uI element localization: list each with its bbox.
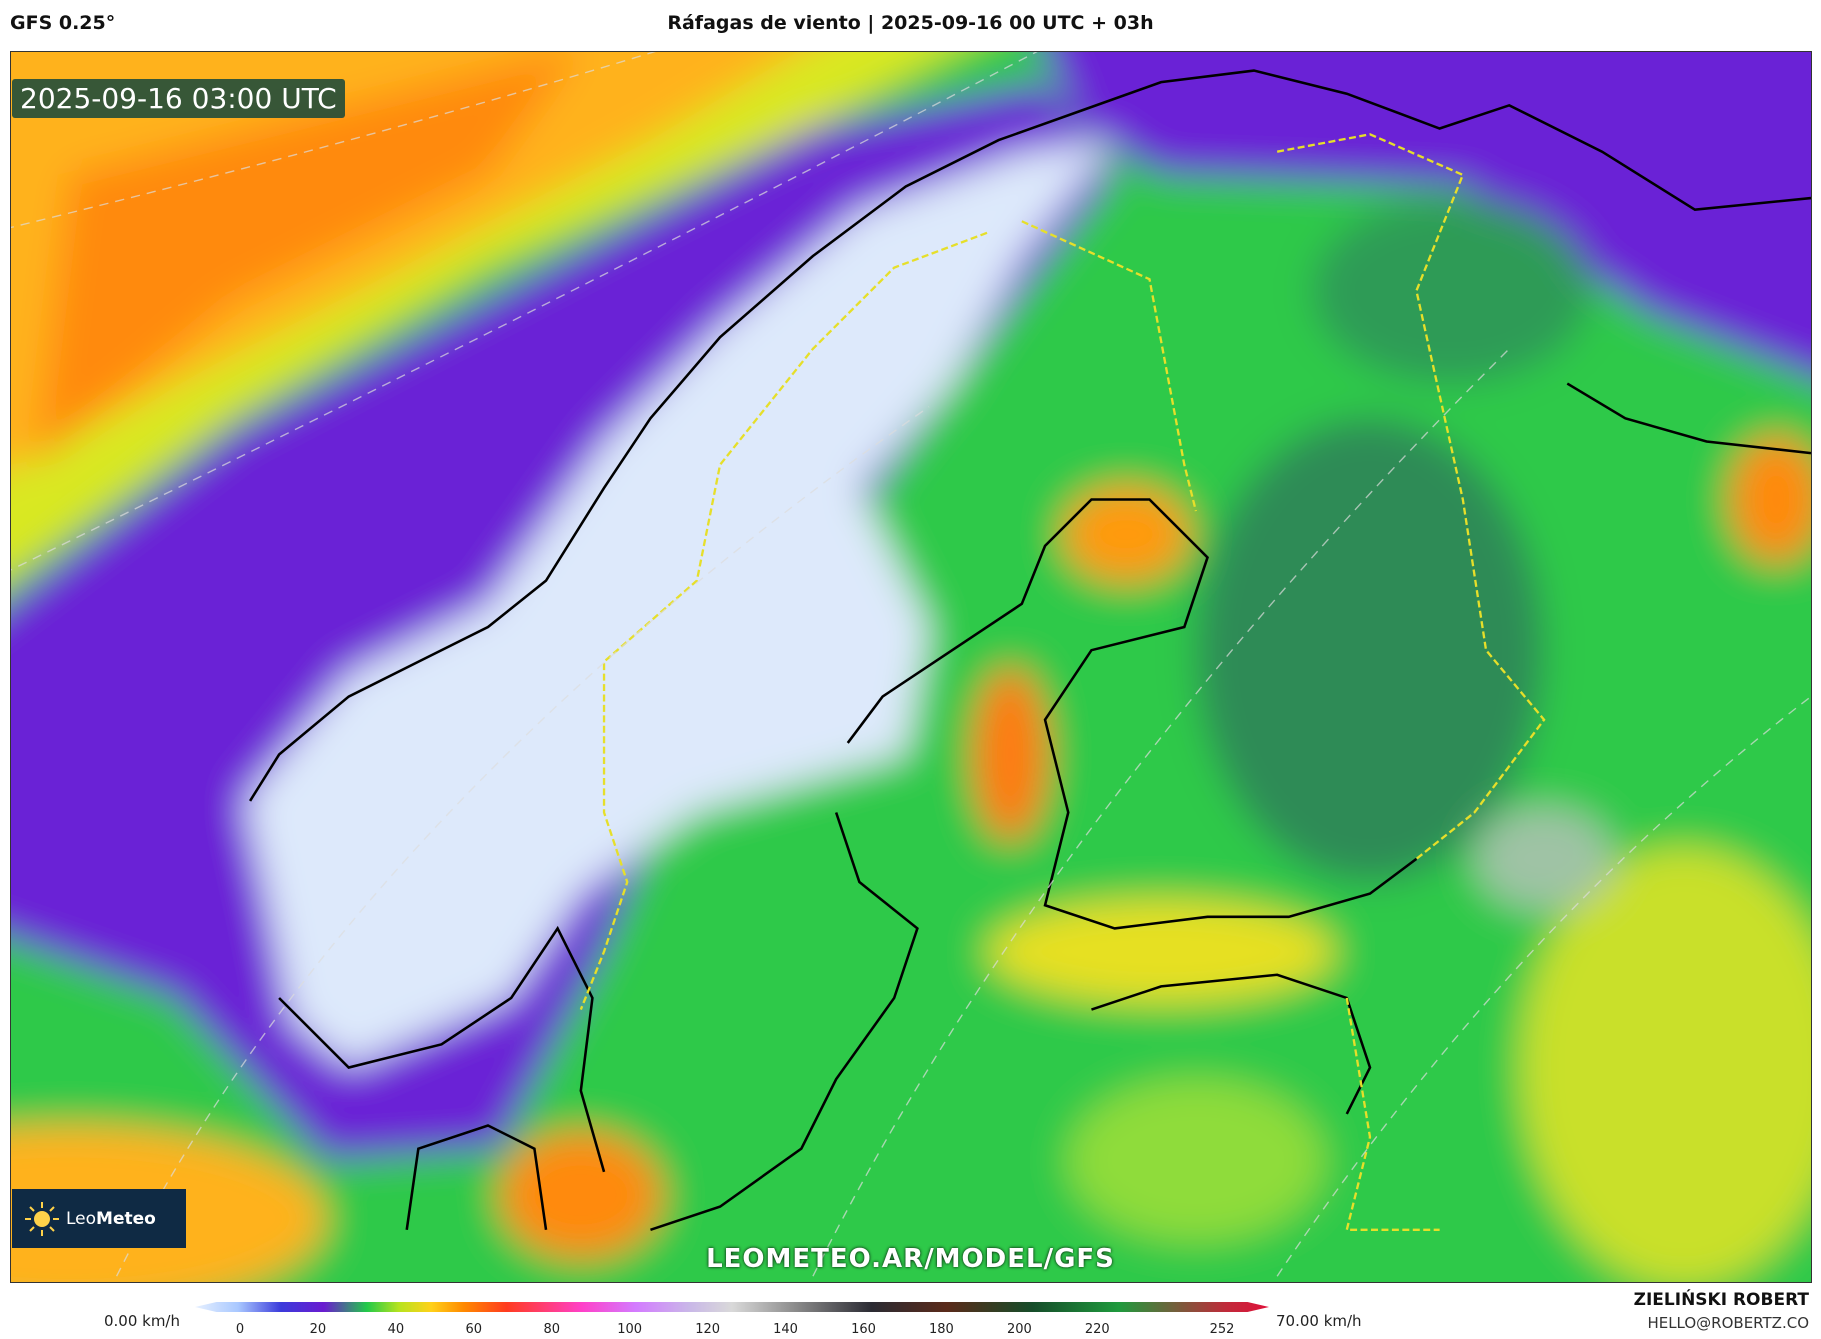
colorbar	[195, 1302, 1269, 1312]
logo: Leo Meteo	[12, 1189, 186, 1248]
colorbar-tick-label: 252	[1209, 1322, 1235, 1337]
map	[10, 51, 1812, 1283]
credit-email: HELLO@ROBERTZ.CO	[1647, 1314, 1809, 1332]
logo-text: Leo	[66, 1208, 97, 1229]
colorbar-tick-label: 60	[465, 1322, 483, 1337]
colorbar-tick-label: 180	[929, 1322, 954, 1337]
map-title: Ráfagas de viento | 2025-09-16 00 UTC + …	[667, 12, 1154, 34]
colorbar-min-label: 0.00 km/h	[103, 1312, 180, 1330]
colorbar-tick-label: 20	[309, 1322, 327, 1337]
model-label: GFS 0.25°	[10, 12, 116, 34]
watermark: LEOMETEO.AR/MODEL/GFS	[706, 1244, 1115, 1274]
colorbar-tick-label: 200	[1006, 1322, 1032, 1337]
colorbar-max-label: 70.00 km/h	[1276, 1312, 1362, 1330]
colorbar-tick-label: 140	[773, 1322, 798, 1337]
colorbar-tick-label: 100	[617, 1322, 643, 1337]
colorbar-tick-label: 160	[851, 1322, 876, 1337]
colorbar-tick-label: 40	[387, 1322, 405, 1337]
colorbar-tick-label: 0	[235, 1322, 245, 1337]
colorbar-tick-label: 80	[543, 1322, 561, 1337]
colorbar-tick-label: 220	[1084, 1322, 1110, 1337]
logo-text-bold: Meteo	[96, 1208, 156, 1229]
wind-field	[11, 52, 1811, 1282]
colorbar-tick-label: 120	[695, 1322, 721, 1337]
timestamp: 2025-09-16 03:00 UTC	[12, 79, 345, 118]
credit-name: ZIELIŃSKI ROBERT	[1633, 1290, 1809, 1310]
logo-sun	[25, 1201, 59, 1236]
